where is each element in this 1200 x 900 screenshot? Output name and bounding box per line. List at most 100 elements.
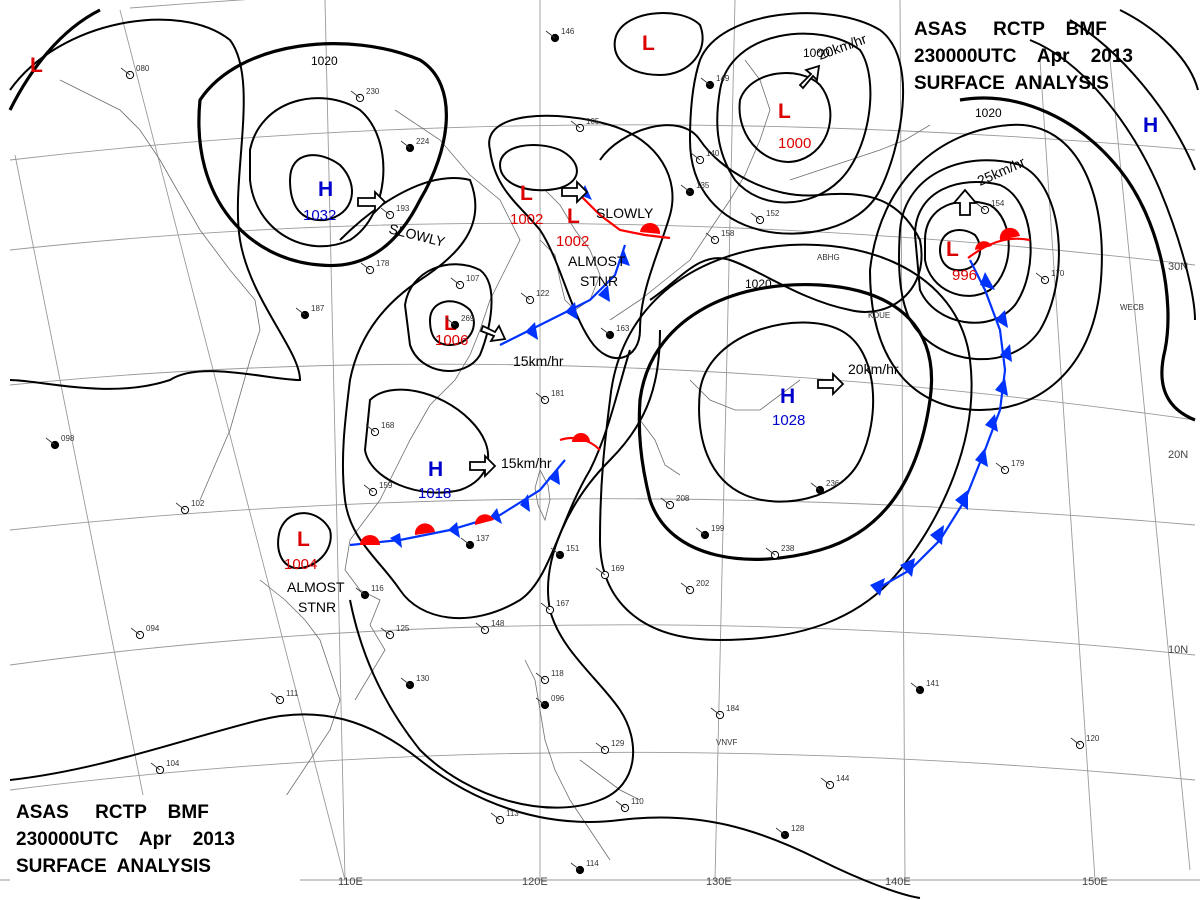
cold-front-triangle xyxy=(1000,344,1012,362)
lon-line xyxy=(14,154,161,881)
station-pressure-value: 168 xyxy=(381,421,395,430)
cold-front-triangle xyxy=(985,414,998,432)
warm-front-semicircle xyxy=(999,227,1020,240)
isobar xyxy=(698,321,875,503)
motion-arrow-north-icon xyxy=(952,188,978,216)
station-pressure-value: 208 xyxy=(676,494,690,503)
motion-arrow-northeast-icon xyxy=(798,64,821,90)
isobar xyxy=(613,12,704,77)
station-pressure-value: 199 xyxy=(711,524,725,533)
isobar xyxy=(868,123,1103,412)
station-pressure-value: 140 xyxy=(706,149,720,158)
low-center-letter: L xyxy=(520,182,533,205)
fronts xyxy=(349,185,1031,596)
low-center-letter: L xyxy=(297,528,310,551)
wind-barb-icon xyxy=(295,307,306,316)
wind-barb-icon xyxy=(775,827,786,836)
station-pressure-value: 158 xyxy=(721,229,735,238)
isobar xyxy=(428,300,475,347)
low-center-letter: L xyxy=(567,205,580,228)
station-pressure-value: 110 xyxy=(631,797,644,806)
wind-barb-icon xyxy=(615,800,626,809)
station-pressure-value: 116 xyxy=(371,584,384,593)
coastline-kuril xyxy=(789,124,931,181)
wind-barb-icon xyxy=(570,862,581,871)
cold-front-east xyxy=(874,259,1007,591)
lon-line xyxy=(324,0,346,881)
wind-barb-icon xyxy=(600,327,611,336)
isobar xyxy=(938,229,982,272)
speed-label: 25km/hr xyxy=(975,153,1028,188)
wind-barb-icon xyxy=(710,707,721,716)
station-pressure-value: 151 xyxy=(566,544,580,553)
station-code: KDUE xyxy=(868,311,890,320)
cold-front-triangle xyxy=(930,525,944,545)
isobar xyxy=(598,243,973,642)
wind-barb-icon xyxy=(360,262,371,271)
wind-barb-icon xyxy=(350,90,361,99)
station-pressure-value: 122 xyxy=(536,289,550,298)
low-center-pressure: 1000 xyxy=(778,135,811,152)
lat-line xyxy=(9,751,1196,791)
station-codes: ABHG KDUE WECB VNVF xyxy=(716,253,1144,747)
title-bottom-left: ASAS RCTP BMF 230000UTC Apr 2013 SURFACE… xyxy=(10,795,300,885)
wind-barb-icon xyxy=(810,482,821,491)
station-pressure-value: 146 xyxy=(561,27,575,36)
wind-barb-icon xyxy=(355,587,366,596)
title-line: 230000UTC Apr 2013 xyxy=(16,829,235,850)
wind-barb-icon xyxy=(995,462,1006,471)
station-code: WECB xyxy=(1120,303,1144,312)
wind-barb-icon xyxy=(45,437,56,446)
wind-barb-icon xyxy=(680,582,691,591)
wind-barb-icon xyxy=(695,527,706,536)
lat-line xyxy=(9,363,1196,421)
title-line: SURFACE ANALYSIS xyxy=(914,73,1109,94)
coastline-china xyxy=(344,109,521,701)
cold-front-triangle xyxy=(448,522,460,538)
movement-note: STNR xyxy=(298,599,336,615)
isobar xyxy=(913,181,1032,324)
isobar xyxy=(349,329,661,809)
low-center-letter: L xyxy=(946,238,959,261)
motion-arrow-east-icon xyxy=(357,189,387,215)
high-center-pressure: 1028 xyxy=(772,412,805,429)
station-pressure-value: 181 xyxy=(551,389,565,398)
wind-barb-icon xyxy=(400,140,411,149)
wind-barb-icon xyxy=(540,602,551,611)
wind-barb-icon xyxy=(460,537,471,546)
low-center-pressure: 1002 xyxy=(556,233,589,250)
isobar-1020 xyxy=(197,42,448,268)
warm-front-semicircle xyxy=(360,535,380,545)
station-pressure-value: 149 xyxy=(716,74,730,83)
cold-front-triangle xyxy=(980,272,995,290)
cold-front-triangle xyxy=(975,448,988,467)
wind-barb-icon xyxy=(680,184,691,193)
warm-front-semicircle xyxy=(640,222,661,234)
wind-barb-icon xyxy=(365,424,376,433)
coastline-taiwan xyxy=(534,468,551,522)
speed-label: 20km/hr xyxy=(848,361,899,377)
station-pressure-value: 111 xyxy=(286,689,299,698)
lat-label-30n: 30N xyxy=(1168,261,1188,273)
station-pressure-value: 238 xyxy=(781,544,795,553)
wind-barb-icon xyxy=(750,212,761,221)
station-pressure-value: 125 xyxy=(396,624,410,633)
isobar xyxy=(898,159,1060,361)
station-pressure-value: 102 xyxy=(191,499,205,508)
warm-front-north xyxy=(579,194,671,240)
station-pressure-value: 184 xyxy=(726,704,740,713)
station-pressure-value: 118 xyxy=(551,669,564,678)
lon-label-130e: 130E xyxy=(706,876,732,888)
wind-barb-icon xyxy=(820,777,831,786)
station-pressure-value: 230 xyxy=(366,87,380,96)
high-center-pressure: 1018 xyxy=(418,485,451,502)
isobar xyxy=(498,144,578,192)
title-line: SURFACE ANALYSIS xyxy=(16,856,211,877)
pressure-systems: H 1032 H 1018 H 1028 H L 1002 L 1002 L 1… xyxy=(30,32,1158,573)
station-pressure-value: 105 xyxy=(586,117,600,126)
wind-barb-icon xyxy=(400,677,411,686)
isobar xyxy=(363,388,489,494)
isobar xyxy=(277,512,332,570)
isobar-label: 1020 xyxy=(745,277,772,291)
